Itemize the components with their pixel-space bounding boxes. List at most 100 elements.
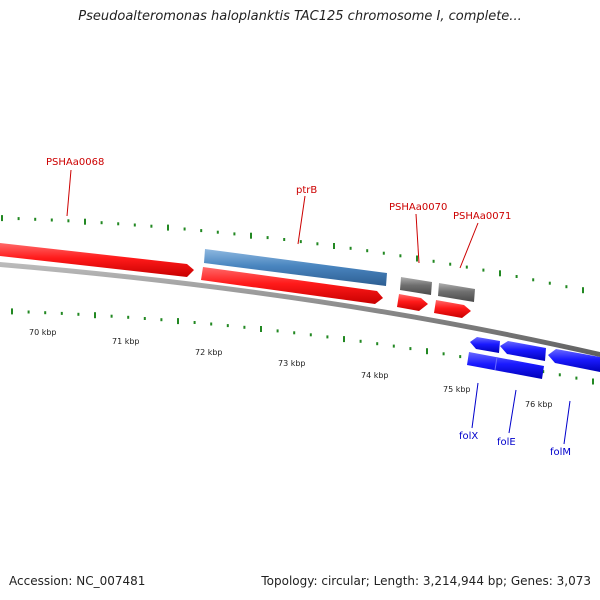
minor-tick [326, 335, 329, 339]
minor-tick [34, 217, 37, 221]
minor-tick [309, 333, 312, 337]
minor-tick [266, 236, 269, 240]
minor-tick [117, 222, 120, 226]
gene-bar-PSHAa0070[interactable] [400, 277, 432, 295]
minor-tick [77, 312, 80, 316]
cds-arrow-PSHAa0070[interactable] [397, 294, 428, 311]
minor-tick [150, 224, 153, 228]
callout-folE [508, 389, 517, 434]
gene-arrow-folX[interactable] [470, 337, 500, 353]
gene-arrow-folM[interactable] [548, 349, 600, 372]
label-PSHAa0068[interactable]: PSHAa0068 [46, 157, 104, 168]
minor-tick [276, 329, 279, 333]
minor-tick [67, 219, 70, 223]
minor-tick [210, 322, 213, 326]
major-tick [592, 378, 594, 385]
minor-tick [299, 240, 302, 244]
accession-text: Accession: NC_007481 [9, 574, 146, 588]
minor-tick [558, 373, 561, 377]
major-tick [84, 218, 86, 225]
major-tick [426, 348, 428, 355]
minor-tick [283, 238, 286, 241]
scale-labels: 70 kbp 71 kbp 72 kbp 73 kbp 74 kbp 75 kb… [29, 328, 553, 409]
minor-tick [399, 254, 402, 258]
minor-tick [449, 262, 452, 266]
label-PSHAa0070[interactable]: PSHAa0070 [389, 202, 447, 213]
minor-tick [50, 218, 53, 222]
major-tick [416, 255, 418, 262]
major-tick [11, 308, 13, 315]
minor-tick [459, 355, 462, 359]
minor-tick [349, 246, 352, 250]
callout-folX [471, 382, 479, 429]
minor-tick [548, 281, 551, 285]
callout-ptrB [297, 195, 306, 245]
genome-summary-text: Topology: circular; Length: 3,214,944 bp… [261, 574, 591, 588]
minor-tick [542, 370, 545, 374]
scale-label-75kbp: 75 kbp [443, 385, 471, 394]
minor-tick [482, 268, 485, 272]
minor-tick [110, 314, 113, 318]
minor-tick [243, 325, 246, 329]
label-ptrB[interactable]: ptrB [296, 185, 317, 196]
callout-PSHAa0068 [66, 169, 72, 217]
cds-bar-folX-folE[interactable] [467, 352, 544, 379]
minor-tick [226, 324, 229, 328]
minor-tick [432, 259, 435, 263]
minor-tick [366, 249, 369, 253]
minor-tick [60, 311, 63, 315]
outer-tick-ring [1, 215, 584, 294]
minor-tick [160, 318, 163, 322]
major-tick [260, 326, 262, 332]
major-tick [333, 243, 335, 249]
minor-tick [293, 331, 296, 335]
label-folM[interactable]: folM [550, 447, 571, 458]
major-tick [582, 287, 584, 294]
minor-tick [515, 275, 518, 278]
minor-tick [382, 251, 385, 255]
callout-folM [563, 400, 571, 445]
scale-label-72kbp: 72 kbp [195, 348, 223, 357]
minor-tick [44, 311, 47, 315]
minor-tick [127, 315, 130, 319]
callout-PSHAa0071 [459, 222, 479, 269]
label-callouts [66, 169, 571, 445]
gene-arrow-PSHAa0068[interactable] [0, 243, 194, 277]
forward-strand-track [0, 243, 475, 318]
major-tick [167, 224, 169, 231]
minor-tick [392, 344, 395, 348]
minor-tick [575, 376, 578, 380]
minor-tick [216, 230, 219, 234]
major-tick [1, 215, 3, 222]
cds-bar-divider [494, 356, 498, 371]
major-tick [94, 312, 96, 319]
minor-tick [100, 221, 103, 225]
minor-tick [442, 352, 445, 356]
gene-bar-ptrB[interactable] [204, 249, 387, 286]
minor-tick [376, 342, 379, 346]
label-PSHAa0071[interactable]: PSHAa0071 [453, 211, 511, 222]
minor-tick [233, 232, 236, 236]
minor-tick [27, 310, 30, 314]
gene-bar-PSHAa0071[interactable] [438, 283, 475, 302]
scale-label-74kbp: 74 kbp [361, 371, 389, 380]
reverse-strand-track [467, 337, 600, 379]
minor-tick [183, 227, 186, 231]
major-tick [343, 336, 345, 343]
cds-arrow-ptrB[interactable] [201, 267, 383, 304]
label-folE[interactable]: folE [497, 437, 516, 448]
scale-label-76kbp: 76 kbp [525, 400, 553, 409]
label-folX[interactable]: folX [459, 431, 478, 442]
minor-tick [193, 321, 196, 324]
scale-label-73kbp: 73 kbp [278, 359, 306, 368]
major-tick [250, 232, 252, 239]
scale-label-71kbp: 71 kbp [112, 337, 140, 346]
gene-arrow-folE[interactable] [500, 341, 546, 361]
major-tick [177, 318, 179, 325]
inner-scale-ring [11, 308, 594, 385]
minor-tick [17, 217, 20, 221]
minor-tick [143, 317, 146, 320]
cds-arrow-PSHAa0071[interactable] [434, 300, 471, 318]
